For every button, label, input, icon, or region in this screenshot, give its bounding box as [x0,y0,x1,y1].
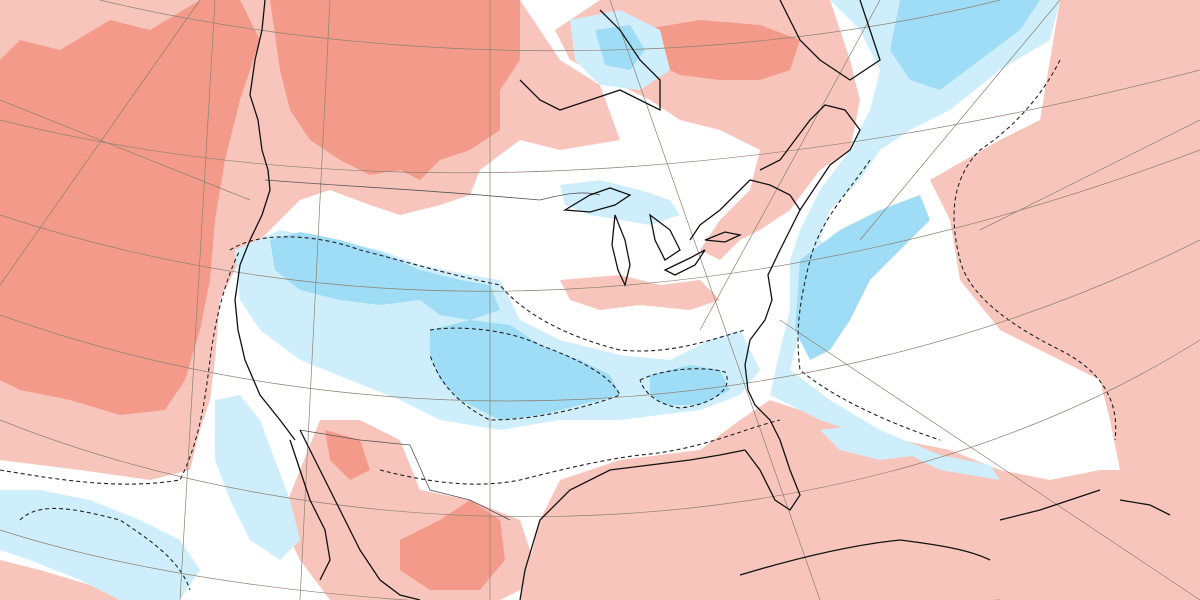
latitude-line-4 [0,239,1200,402]
coastline-new-england [759,104,861,211]
warm-strong-region-quebec [640,20,800,80]
warm-strong-region-mexico [400,500,505,590]
longitude-line-9 [779,319,1200,600]
coastline-mexico-west [379,579,421,600]
border-us-canada [264,179,601,201]
cool-strong-anomaly-layer [270,0,1040,420]
longitude-line-7 [859,0,1061,241]
contour-line-southeast [639,368,728,409]
longitude-line-3 [299,0,331,600]
contour-line-pacific-south [19,507,191,591]
warm-strong-region-baja [325,430,370,480]
contour-line-plains [429,327,621,421]
coastline-gulf-mexico [519,449,746,600]
cool-region-labrador [770,0,1060,480]
border-us-mexico [299,429,511,521]
warm-strong-region-western-canada [270,0,520,180]
longitude-line-5 [609,0,821,600]
latitude-line-6 [0,529,1000,600]
longitude-line-10 [0,99,251,201]
coastline-labrador [779,0,881,81]
cool-strong-region-southeast [650,365,730,405]
coastline-hudson-bay [519,9,661,112]
cool-strong-region-rockies [270,232,500,320]
coastline-gulf-of-california [299,429,381,581]
cool-region-gulf-east [820,425,920,460]
coastline-layer [234,0,1171,600]
great-lake-ontario [704,231,743,243]
cool-region-california [215,395,300,560]
contour-line-atlantic [953,59,1117,441]
coastline-baja [289,439,331,581]
coastline-pacific-northwest [234,0,296,441]
latitude-line-1 [99,0,1001,52]
contour-line-coast [0,249,241,485]
cool-region-pacific-south [0,490,200,600]
contour-line-mexico [379,419,781,485]
cool-strong-region-gulf-stream [795,195,930,360]
contour-layer [0,59,1117,591]
contour-line-west [229,236,746,352]
longitude-line-6 [699,0,881,331]
great-lake-erie [663,249,706,276]
coastline-cuba [739,539,991,576]
coastline-caribbean [999,489,1171,521]
great-lake-superior [562,187,632,213]
border-layer [264,179,601,521]
longitude-line-1 [0,0,201,286]
latitude-line-3 [0,149,1200,292]
cool-strong-region-north-atlantic [890,0,1040,90]
cool-region-great-lakes [560,180,680,225]
longitude-line-2 [179,0,216,600]
latitude-line-2 [0,69,1200,174]
coastline-florida [744,364,801,511]
latitude-line-5 [0,339,1200,518]
warm-strong-anomaly-layer [0,0,800,590]
warm-strong-region-pacific [0,0,260,415]
great-lake-huron [649,213,681,261]
warm-region-pacific-south [0,560,120,600]
warm-region-atlantic [520,0,1200,600]
contour-line-gulf-stream [797,159,941,441]
coastline-atlantic [689,179,801,366]
cool-strong-region-hudson [595,25,645,70]
cool-strong-region-southern-plains [430,320,620,420]
longitude-line-8 [979,119,1200,231]
warm-region-plains [560,275,720,310]
great-lake-michigan [611,214,631,287]
